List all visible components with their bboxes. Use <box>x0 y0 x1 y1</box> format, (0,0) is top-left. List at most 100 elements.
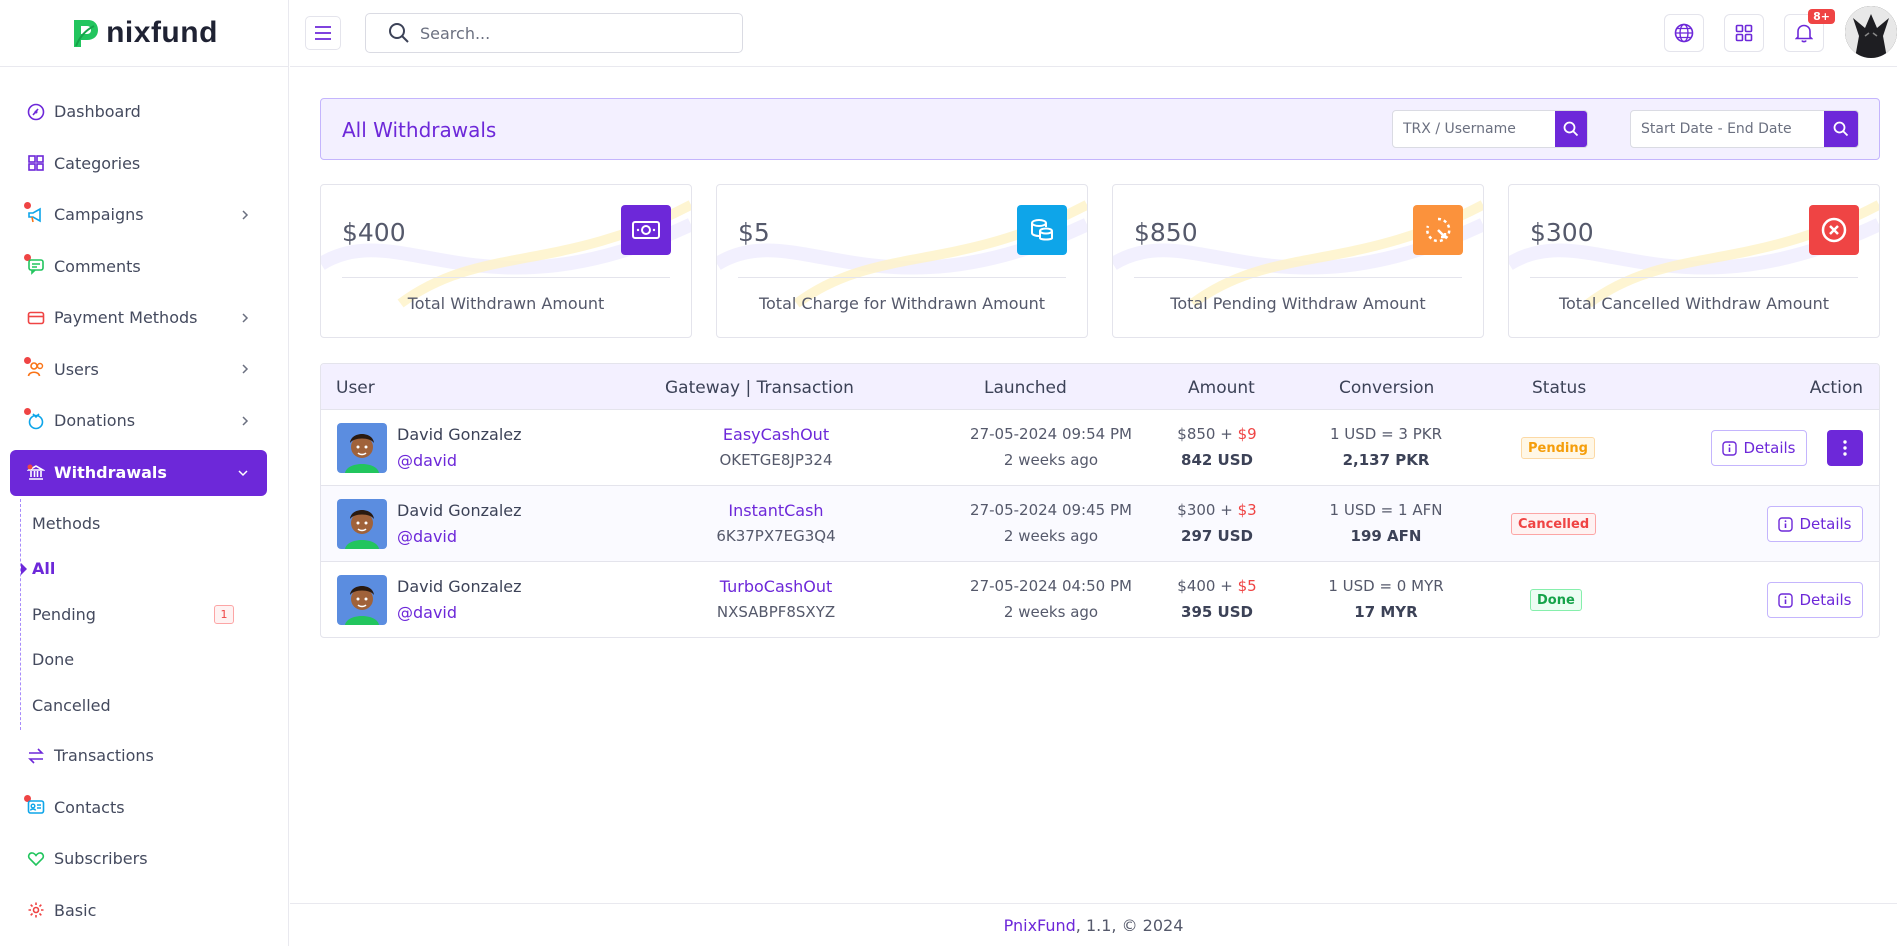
table-row: David Gonzalez @david TurboCashOut NXSAB… <box>321 562 1879 637</box>
chevron-right-icon <box>242 416 249 426</box>
submenu-item-methods[interactable]: Methods <box>21 501 288 547</box>
logo-text: nixfund <box>106 16 218 49</box>
contact-icon <box>27 800 45 815</box>
sidebar-item-label: Subscribers <box>54 849 148 869</box>
sidebar-item-campaigns[interactable]: Campaigns <box>0 189 288 241</box>
search-input[interactable] <box>420 23 720 43</box>
submenu-item-all[interactable]: All <box>21 546 288 592</box>
submenu-item-cancelled[interactable]: Cancelled <box>21 683 288 729</box>
stat-label: Total Cancelled Withdraw Amount <box>1558 294 1830 313</box>
globe-icon <box>1674 23 1694 43</box>
sidebar-item-categories[interactable]: Categories <box>0 138 288 190</box>
gateway-link[interactable]: EasyCashOut <box>722 425 830 444</box>
trx-username-input[interactable] <box>1393 111 1555 147</box>
sidebar-item-label: Dashboard <box>54 102 141 122</box>
launched-ago: 2 weeks ago <box>1003 603 1099 621</box>
submenu-item-pending[interactable]: Pending 1 <box>21 592 288 638</box>
profile-avatar[interactable] <box>1845 6 1897 58</box>
submenu-item-label: Cancelled <box>32 695 111 715</box>
sidebar-item-label: Campaigns <box>54 205 144 225</box>
chevron-right-icon <box>242 364 249 374</box>
user-handle-link[interactable]: @david <box>397 527 458 546</box>
sidebar-nav: Dashboard Categories Campaigns Comments … <box>0 67 288 936</box>
details-button[interactable]: Details <box>1711 430 1807 466</box>
apps-button[interactable] <box>1724 14 1764 52</box>
column-header-launched: Launched <box>984 378 1067 398</box>
page-title: All Withdrawals <box>342 118 497 142</box>
more-actions-button[interactable] <box>1827 430 1863 466</box>
date-range-input[interactable] <box>1631 111 1825 147</box>
launched-date: 27-05-2024 09:45 PM <box>970 501 1132 519</box>
user-handle-link[interactable]: @david <box>397 603 458 622</box>
notification-dot <box>24 794 31 802</box>
sidebar-item-label: Contacts <box>54 797 125 817</box>
net-amount: 842 USD <box>1181 451 1253 469</box>
net-amount: 297 USD <box>1181 527 1253 545</box>
stat-amount: $400 <box>342 218 406 247</box>
gear-icon <box>28 902 44 918</box>
column-header-status: Status <box>1532 378 1587 398</box>
avatar-image <box>1845 6 1897 58</box>
sidebar-item-donations[interactable]: Donations <box>0 395 288 447</box>
divider <box>738 277 1066 278</box>
footer-text: , 1.1, © 2024 <box>1075 915 1184 935</box>
conversion-rate: 1 USD = 1 AFN <box>1329 501 1443 519</box>
topbar: 8+ <box>290 0 1897 67</box>
sidebar-item-dashboard[interactable]: Dashboard <box>0 86 288 138</box>
search-box <box>365 13 743 53</box>
logo[interactable]: nixfund <box>0 0 288 67</box>
user-avatar <box>337 575 387 625</box>
sidebar-item-comments[interactable]: Comments <box>0 241 288 293</box>
menu-toggle-button[interactable] <box>305 16 341 50</box>
sidebar-item-basic[interactable]: Basic <box>0 885 288 937</box>
details-button[interactable]: Details <box>1767 506 1863 542</box>
main-content: All Withdrawals $400 Total Withdrawn Amo… <box>290 67 1897 903</box>
chevron-right-icon <box>242 313 249 323</box>
info-icon <box>1778 592 1794 608</box>
footer-brand-link[interactable]: PnixFund <box>1003 915 1076 935</box>
sidebar-item-users[interactable]: Users <box>0 344 288 396</box>
sidebar-item-label: Comments <box>54 256 141 276</box>
withdrawals-table: User Gateway | Transaction Launched Amou… <box>320 363 1880 638</box>
stat-card-total-pending: $850 Total Pending Withdraw Amount <box>1112 184 1484 338</box>
amount-value: $300 <box>1177 501 1216 519</box>
logo-icon <box>74 20 99 47</box>
sidebar-item-transactions[interactable]: Transactions <box>0 730 288 782</box>
stat-icon-box <box>1413 205 1463 255</box>
notifications-button[interactable]: 8+ <box>1784 9 1835 52</box>
pending-count-badge: 1 <box>214 604 234 624</box>
language-button[interactable] <box>1664 14 1704 52</box>
gateway-link[interactable]: TurboCashOut <box>719 577 833 596</box>
converted-amount: 199 AFN <box>1350 527 1422 545</box>
date-search-button[interactable] <box>1824 111 1858 147</box>
stat-label: Total Charge for Withdrawn Amount <box>758 294 1046 313</box>
sidebar-item-payment-methods[interactable]: Payment Methods <box>0 292 288 344</box>
bell-icon <box>1795 24 1813 43</box>
sidebar-item-contacts[interactable]: Contacts <box>0 782 288 834</box>
stat-icon-box <box>1017 205 1067 255</box>
heart-icon <box>27 851 45 866</box>
stat-icon-box <box>621 205 671 255</box>
gateway-link[interactable]: InstantCash <box>728 501 824 520</box>
users-icon <box>27 362 44 377</box>
amount-cell: $850 + $9 <box>1177 425 1257 443</box>
stat-amount: $300 <box>1530 218 1594 247</box>
trx-search-button[interactable] <box>1555 111 1587 147</box>
transaction-id: 6K37PX7EG3Q4 <box>716 527 836 545</box>
converted-amount: 17 MYR <box>1354 603 1418 621</box>
submenu-item-done[interactable]: Done <box>21 637 288 683</box>
sidebar-item-subscribers[interactable]: Subscribers <box>0 833 288 885</box>
conversion-rate: 1 USD = 0 MYR <box>1328 577 1444 595</box>
stat-card-total-charge: $5 Total Charge for Withdrawn Amount <box>716 184 1088 338</box>
net-amount: 395 USD <box>1181 603 1253 621</box>
user-avatar <box>337 423 387 473</box>
sidebar-item-withdrawals[interactable]: Withdrawals <box>10 449 267 496</box>
chevron-right-icon <box>242 210 249 220</box>
details-button[interactable]: Details <box>1767 582 1863 618</box>
submenu-item-label: Done <box>32 650 75 670</box>
sidebar-item-label: Basic <box>54 900 97 920</box>
user-handle-link[interactable]: @david <box>397 451 458 470</box>
stat-amount: $5 <box>738 218 770 247</box>
user-name: David Gonzalez <box>397 425 522 444</box>
sidebar-item-label: Categories <box>54 153 141 173</box>
